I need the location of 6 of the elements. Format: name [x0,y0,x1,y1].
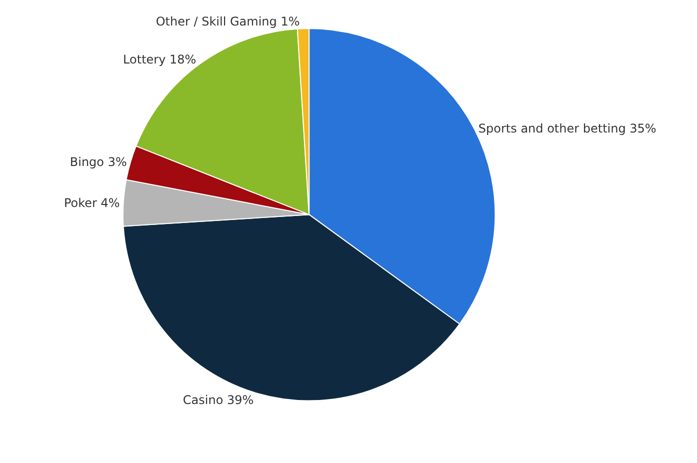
slice-label: Sports and other betting 35% [478,122,656,136]
slice-label: Casino 39% [182,392,254,407]
slice-label: Other / Skill Gaming 1% [156,14,300,29]
slice-label: Bingo 3% [70,155,127,170]
slice-label: Lottery 18% [123,52,196,66]
slice-label: Poker 4% [64,196,120,210]
